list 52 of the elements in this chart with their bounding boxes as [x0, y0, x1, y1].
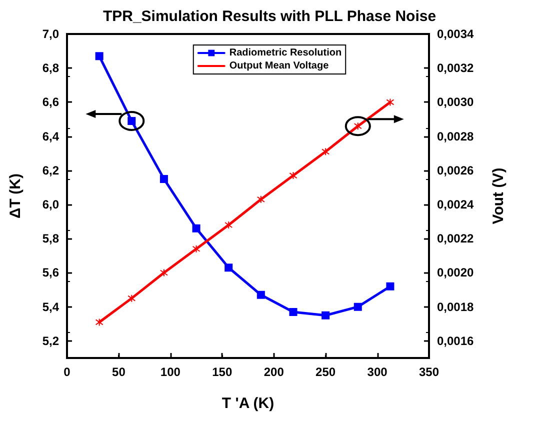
x-tick-label: 100: [160, 365, 181, 379]
legend-label: Output Mean Voltage: [229, 60, 330, 72]
x-tick-label: 0: [64, 365, 71, 379]
y2-tick-label: 0,0032: [437, 61, 474, 76]
point: [128, 294, 136, 302]
point: [192, 224, 200, 232]
x-tick-label: 300: [367, 365, 388, 379]
point: [354, 302, 362, 311]
y-tick-label: 6,6: [42, 95, 60, 110]
point: [224, 264, 233, 272]
y-tick-label: 6,8: [42, 61, 60, 76]
point: [322, 311, 330, 320]
y2-tick-label: 0,0018: [437, 300, 474, 314]
y2-tick-label: 0,0030: [437, 95, 474, 110]
point: [289, 308, 298, 316]
point: [192, 244, 200, 253]
point: [224, 220, 233, 229]
point: [95, 318, 104, 326]
x-tick-label: 200: [264, 365, 284, 379]
y2-tick-label: 0,0022: [437, 232, 474, 246]
x-tick-label: 250: [316, 365, 336, 379]
y2-tick-label: 0,0024: [437, 198, 474, 212]
chart-title: TPR_Simulation Results with PLL Phase Noise: [102, 8, 436, 25]
y-tick-label: 6,0: [42, 198, 60, 212]
x-tick-label: 150: [212, 365, 232, 379]
y2-tick-label: 0,0020: [437, 266, 474, 280]
y-axis-title: ΔT (K): [7, 174, 24, 218]
point: [386, 98, 394, 106]
y2-tick-label: 0,0026: [437, 163, 474, 178]
point: [289, 172, 298, 180]
x-tick-label: 50: [112, 365, 126, 379]
point: [256, 290, 265, 299]
point: [386, 282, 394, 290]
y-tick-label: 5,6: [42, 266, 60, 280]
point: [160, 174, 168, 183]
y-tick-label: 7,0: [42, 27, 60, 41]
legend-label: Radiometric Resolution: [229, 48, 342, 58]
point: [256, 195, 265, 204]
point: [322, 148, 330, 156]
y-tick-label: 5,4: [42, 300, 60, 314]
y2-tick-label: 0,0028: [437, 129, 474, 144]
y-tick-label: 5,8: [42, 232, 60, 246]
y-tick-label: 5,2: [42, 334, 60, 348]
y2-tick-label: 0,0034: [437, 27, 474, 41]
y-tick-label: 6,2: [42, 163, 60, 178]
point: [160, 268, 168, 277]
x-tick-label: 350: [418, 365, 440, 379]
y2-tick-label: 0,0016: [437, 334, 474, 348]
y-tick-label: 6,4: [42, 129, 60, 144]
y2-axis-title: Vout (V): [490, 168, 507, 224]
x-axis-title: T 'A (K): [222, 395, 274, 412]
point: [95, 52, 104, 60]
